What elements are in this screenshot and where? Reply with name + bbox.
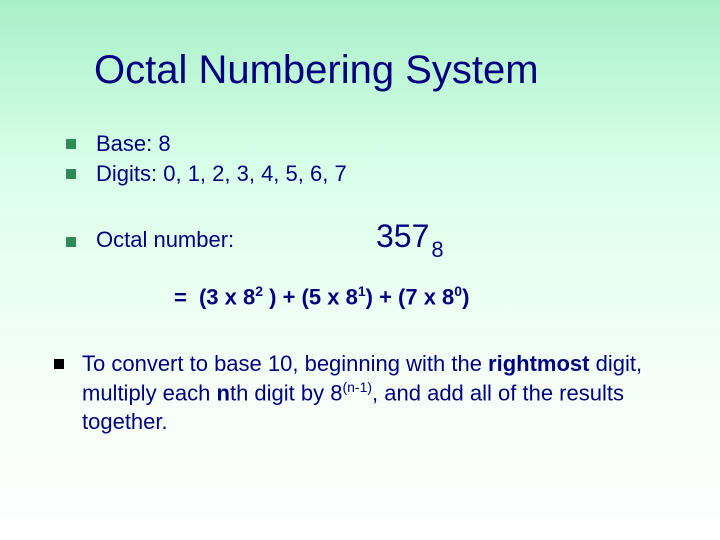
text-part: To convert to base 10, beginning with th… <box>82 351 488 376</box>
bullet-text: Base: 8 <box>96 129 666 159</box>
square-bullet-icon <box>66 139 76 149</box>
exp-superscript: 1 <box>358 283 366 299</box>
text-bold: n <box>217 380 230 405</box>
exp-superscript: 2 <box>255 283 263 299</box>
bullet-text: Digits: 0, 1, 2, 3, 4, 5, 6, 7 <box>96 159 666 189</box>
octal-label: Octal number: <box>96 227 376 253</box>
conversion-text: To convert to base 10, beginning with th… <box>82 349 666 436</box>
text-bold: rightmost <box>488 351 589 376</box>
square-bullet-icon <box>66 237 76 247</box>
octal-value: 357 <box>376 218 429 254</box>
octal-number: 3578 <box>376 218 444 255</box>
octal-subscript: 8 <box>431 237 443 262</box>
bullet-group-1: Base: 8 Digits: 0, 1, 2, 3, 4, 5, 6, 7 <box>66 129 666 188</box>
bullet-group-2: To convert to base 10, beginning with th… <box>54 349 666 436</box>
octal-number-row: Octal number: 3578 <box>66 218 666 255</box>
exp-part: ) + (7 x 8 <box>366 285 455 310</box>
exp-superscript: 0 <box>454 283 462 299</box>
expansion-formula: = (3 x 82 ) + (5 x 81) + (7 x 80) <box>174 283 666 310</box>
bullet-item: Base: 8 <box>66 129 666 159</box>
text-superscript: (n-1) <box>342 379 372 395</box>
bullet-item: To convert to base 10, beginning with th… <box>54 349 666 436</box>
square-bullet-icon <box>54 359 64 369</box>
equals-sign: = <box>174 285 187 310</box>
exp-part: (3 x 8 <box>199 285 255 310</box>
text-part: th digit by 8 <box>230 380 343 405</box>
slide: Octal Numbering System Base: 8 Digits: 0… <box>0 0 720 540</box>
exp-part: ) <box>462 285 469 310</box>
square-bullet-icon <box>66 169 76 179</box>
bullet-item: Digits: 0, 1, 2, 3, 4, 5, 6, 7 <box>66 159 666 189</box>
exp-part: ) + (5 x 8 <box>263 285 358 310</box>
slide-title: Octal Numbering System <box>94 48 666 93</box>
